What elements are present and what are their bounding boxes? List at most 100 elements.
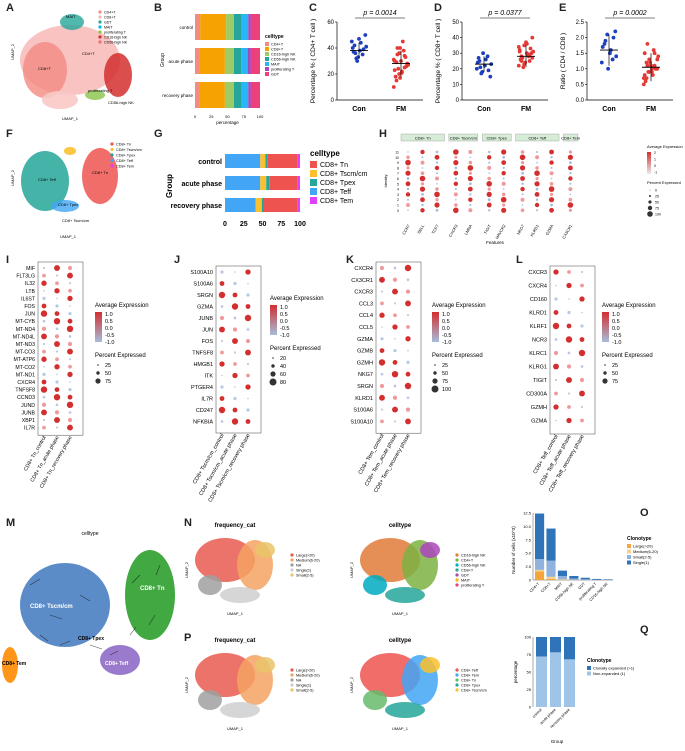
gene-label: JUND: [21, 403, 35, 409]
legend-entry: CD8+T: [104, 16, 116, 20]
dot: [454, 156, 457, 159]
dot: [434, 192, 440, 198]
dot: [521, 172, 524, 175]
dot: [54, 341, 60, 347]
dot: [42, 304, 47, 309]
dot: [503, 167, 505, 169]
panel-a: A UMAP_2 UMAP_1 CD8+T CD4+T MAIT prolife…: [0, 0, 150, 125]
category-label: Con: [602, 106, 616, 113]
dot: [502, 182, 506, 186]
cluster-label: CD56-high NK: [108, 100, 134, 105]
tick-label: 75: [527, 652, 532, 657]
legend-swatch: [290, 573, 293, 576]
tick-label: 0: [456, 98, 460, 104]
gene-label: TNFSF8: [192, 351, 213, 357]
cluster-label: CD8+ Tem: [2, 661, 27, 667]
dot: [406, 156, 410, 160]
tick-label: 2.5: [525, 564, 531, 569]
bar-segment: [535, 571, 544, 580]
bar-segment: [264, 198, 298, 212]
tick-label: 5: [397, 182, 399, 186]
bar-segment: [241, 48, 248, 74]
legend-entry: Non-expanded (1): [593, 671, 626, 676]
tick-label: 75: [655, 207, 659, 211]
dot: [247, 398, 249, 400]
legend-title: Average Expression: [647, 144, 683, 149]
dot: [569, 161, 572, 164]
bar-segment: [564, 659, 575, 707]
dot: [569, 198, 573, 202]
dot: [580, 337, 585, 342]
legend-entry: CD16-high NK: [271, 53, 296, 57]
gene-label: XBP1: [22, 418, 35, 424]
panel-label: D: [434, 2, 442, 14]
axis-label: UMAP_1: [60, 234, 77, 239]
dot: [405, 418, 411, 424]
legend-entry: Medium(6-20): [296, 559, 320, 563]
dot: [536, 209, 538, 211]
legend-entry: CD8+ Tscm/cm: [461, 689, 487, 693]
dot: [234, 271, 236, 273]
dot: [68, 312, 71, 315]
legend-entry: CD8+ Tpex: [461, 684, 480, 688]
dot: [221, 375, 223, 377]
tick-label: 40: [280, 364, 286, 370]
dot: [68, 365, 72, 369]
data-point: [488, 75, 492, 79]
legend-entry: CD8+ Tscm/cm: [116, 148, 142, 152]
tick-label: -1.0: [612, 340, 621, 346]
panel-label: E: [559, 2, 566, 14]
tick-label: 50: [225, 114, 230, 119]
legend-swatch: [265, 62, 269, 66]
facet-title: CD8+ Tscm/cm: [450, 136, 478, 141]
dot: [579, 391, 585, 397]
gene-label: MT-CO2: [15, 365, 35, 371]
category-label: FM: [396, 106, 406, 113]
dot: [469, 204, 471, 206]
gene-label: MT-ND4: [16, 327, 35, 333]
gene-label: CX3CR1: [561, 223, 574, 240]
dot: [379, 277, 385, 283]
plot-title: celltype: [389, 638, 412, 644]
tick-label: 1.5: [576, 51, 585, 57]
bar-segment: [260, 154, 265, 168]
gene-label: NKG7: [516, 223, 526, 236]
dot: [534, 170, 540, 176]
size-key: [648, 206, 652, 210]
dot: [221, 305, 224, 308]
legend-entry: Single(1): [633, 560, 650, 565]
dot: [54, 288, 59, 293]
axis-label: UMAP_1: [62, 116, 79, 121]
gene-label: CCL4: [359, 313, 373, 319]
dot: [407, 199, 409, 201]
dot: [554, 310, 559, 315]
legend-entry: Medium(6-20): [296, 674, 320, 678]
size-key: [648, 200, 651, 203]
dot: [221, 340, 223, 342]
dot: [67, 326, 73, 332]
dot: [535, 177, 538, 180]
panel-m: M celltype CD8+ Tscm/cm CD8+ Tem CD8+ Tn…: [0, 515, 180, 715]
tick-label: 40: [452, 36, 459, 42]
gene-label: GZMA: [357, 337, 373, 343]
tick-label: 25: [209, 114, 214, 119]
gene-label: MT-CYB: [15, 319, 35, 325]
legend-title: Average Expression: [95, 303, 149, 309]
dot: [56, 427, 58, 429]
data-point: [643, 51, 647, 55]
legend-title: celltype: [265, 34, 284, 40]
dot: [407, 177, 410, 180]
dot: [232, 303, 238, 309]
tick-label: -0.5: [105, 333, 114, 339]
legend-swatch: [310, 197, 317, 204]
gene-label: HAVCR2: [494, 223, 507, 240]
dot: [245, 269, 250, 274]
bar-segment: [269, 176, 298, 190]
legend-entry: CD4+T: [461, 559, 474, 563]
data-point: [363, 33, 367, 37]
tick-label: -1.0: [442, 340, 451, 346]
category-label: FM: [646, 106, 656, 113]
dot: [69, 411, 72, 414]
cluster-blob: [385, 702, 425, 718]
